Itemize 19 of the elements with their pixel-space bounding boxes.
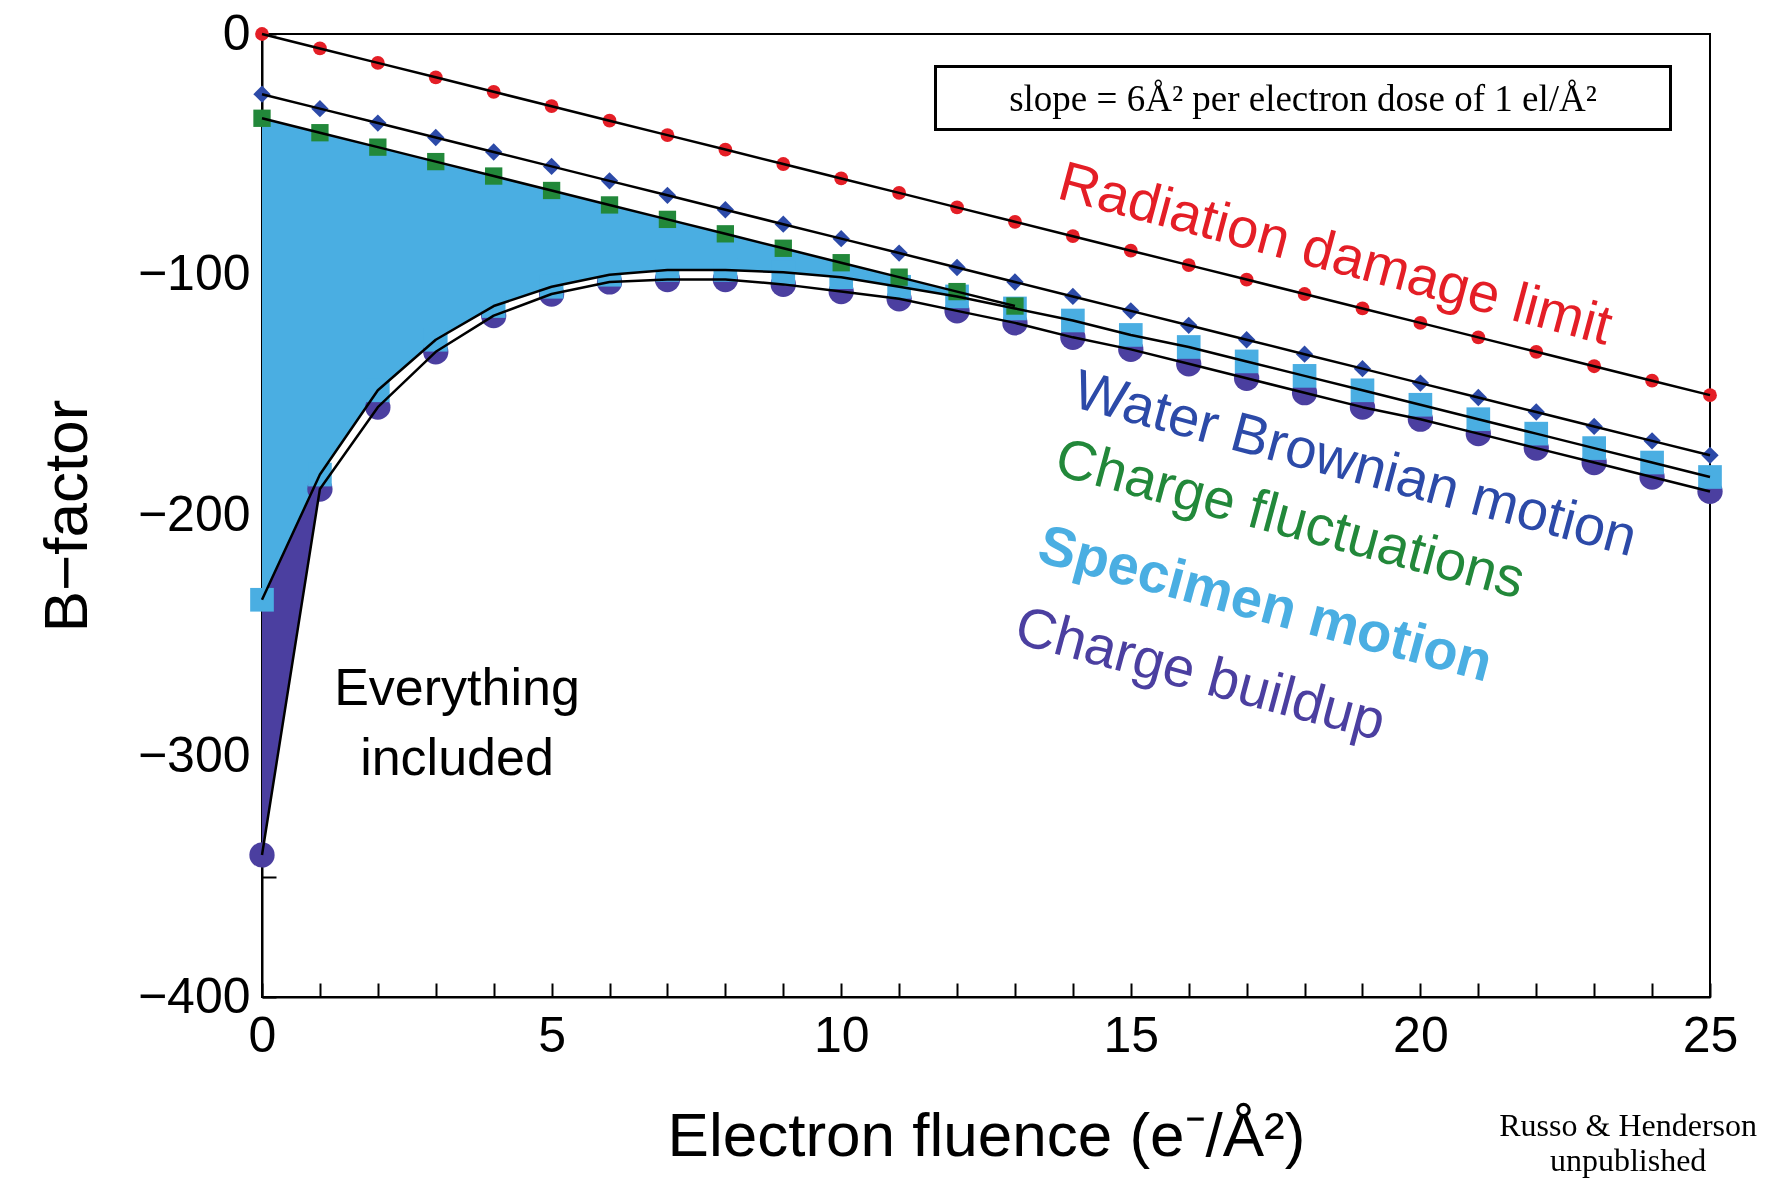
point [253,109,271,127]
point [250,587,274,612]
point [249,842,275,868]
x-tick-label: 25 [1682,1006,1739,1063]
boxed-note: slope = 6Å² per electron dose of 1 el/Å² [934,65,1672,131]
x-tick-label: 10 [813,1006,870,1063]
y-tick-label: −400 [137,967,251,1024]
annotation: Everything included [334,658,580,786]
x-tick-label: 15 [1103,1006,1160,1063]
y-tick-label: −300 [137,726,251,783]
y-axis-title: B−factor [30,399,100,633]
y-tick-label: −100 [137,245,251,302]
x-axis-title: Electron fluence (e⁻/Å²) [667,1099,1306,1169]
y-tick-label: −200 [137,486,251,542]
y-tick-label: 0 [222,4,251,61]
point [1698,465,1722,489]
text: Russo & Henderson unpublished [1499,1107,1757,1178]
x-tick-label: 5 [538,1006,567,1063]
x-tick-label: 20 [1393,1006,1449,1063]
